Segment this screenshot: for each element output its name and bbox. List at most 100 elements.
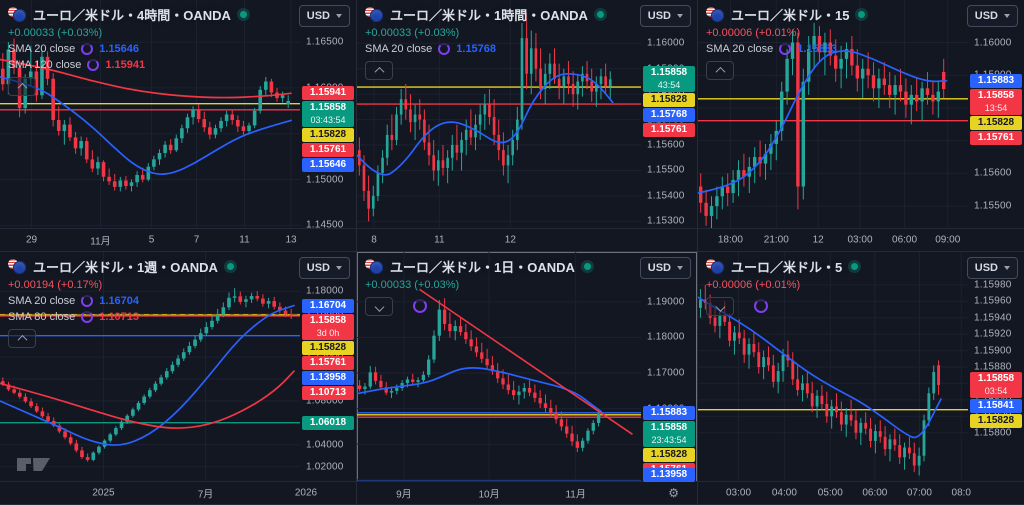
candlestick-chart-eurusd-15[interactable] bbox=[698, 0, 968, 229]
caret-down-icon bbox=[677, 266, 683, 270]
symbol-title[interactable]: ユーロ／米ドル・5 bbox=[731, 260, 843, 275]
price-tick: 1.16000 bbox=[974, 37, 1012, 49]
candle bbox=[752, 332, 756, 358]
sma-line[interactable] bbox=[357, 72, 614, 176]
candle bbox=[801, 68, 805, 200]
time-tick: 13 bbox=[285, 234, 297, 246]
eurusd-pair-icon bbox=[8, 259, 27, 274]
sma-line[interactable] bbox=[698, 50, 948, 194]
candle bbox=[517, 385, 521, 405]
time-tick: 12 bbox=[812, 234, 824, 246]
chevron-up-icon bbox=[17, 82, 27, 93]
candle bbox=[416, 377, 420, 388]
candle bbox=[839, 45, 843, 89]
candle bbox=[236, 115, 240, 132]
panel-header: ユーロ／米ドル・1週・OANDA +0.00194 (+0.17%) SMA 20 … bbox=[8, 257, 234, 348]
gear-icon[interactable]: ⚙ bbox=[668, 486, 679, 500]
price-label-value: 1.15858 bbox=[977, 89, 1015, 101]
candlestick-chart-eurusd-4h[interactable] bbox=[0, 0, 300, 229]
candle bbox=[927, 387, 931, 427]
candlestick-chart-eurusd-1w[interactable] bbox=[0, 252, 300, 482]
indicator-loading-icon bbox=[438, 43, 451, 55]
legend-collapse-button[interactable] bbox=[8, 329, 36, 348]
chevron-down-icon bbox=[715, 301, 725, 312]
currency-dropdown[interactable]: USD bbox=[639, 5, 691, 27]
symbol-title[interactable]: ユーロ／米ドル・1日・OANDA bbox=[390, 260, 575, 275]
price-scale[interactable]: 1.15980 1.15960 1.15940 1.15920 1.15900 1.158… bbox=[969, 252, 1024, 482]
candle bbox=[731, 170, 735, 203]
collapsed-legend-row bbox=[706, 295, 858, 316]
indicator-legend-row[interactable]: SMA 20 close 1.15646 bbox=[8, 43, 247, 55]
symbol-row: ユーロ／米ドル・1週・OANDA bbox=[8, 257, 234, 276]
trendline-drawing[interactable] bbox=[419, 288, 633, 435]
currency-dropdown[interactable]: USD bbox=[298, 257, 350, 279]
candlestick-chart-eurusd-1h[interactable] bbox=[357, 0, 641, 229]
candle bbox=[73, 131, 78, 154]
price-scale[interactable]: 1.160001.159001.158001.157001.156001.155… bbox=[969, 0, 1024, 229]
indicator-legend-row[interactable]: SMA 120 close 1.15941 bbox=[8, 59, 247, 71]
currency-dropdown[interactable]: USD bbox=[966, 5, 1018, 27]
candle bbox=[565, 418, 569, 438]
price-label-value: 1.15828 bbox=[977, 415, 1015, 427]
candle bbox=[878, 420, 882, 443]
price-tick: 1.15500 bbox=[647, 164, 685, 176]
indicator-loading-icon bbox=[81, 311, 94, 323]
indicator-legend-row[interactable]: SMA 20 close 1.15883 bbox=[706, 43, 865, 55]
candle bbox=[506, 374, 510, 395]
legend-collapse-button[interactable] bbox=[8, 77, 36, 96]
symbol-title[interactable]: ユーロ／米ドル・15 bbox=[731, 8, 850, 23]
indicator-legend-row[interactable]: SMA 20 close 1.16704 bbox=[8, 295, 234, 307]
sma-line[interactable] bbox=[0, 58, 292, 99]
indicator-legend-row[interactable]: SMA 80 close 1.10713 bbox=[8, 311, 234, 323]
candle bbox=[548, 53, 552, 90]
candle bbox=[586, 428, 590, 444]
market-open-dot bbox=[583, 263, 591, 270]
candle bbox=[23, 393, 28, 404]
candle bbox=[817, 26, 822, 63]
currency-dropdown[interactable]: USD bbox=[639, 257, 691, 279]
symbol-title[interactable]: ユーロ／米ドル・1時間・OANDA bbox=[390, 8, 588, 23]
time-axis[interactable]: 18:00 21:00 12 03:00 06:00 09:00 bbox=[698, 228, 1024, 251]
price-scale[interactable]: 1.165001.160001.155001.150001.145001.159… bbox=[301, 0, 356, 231]
price-scale[interactable]: 1.190001.180001.170001.160001.150001.140… bbox=[642, 252, 697, 485]
market-open-dot bbox=[851, 263, 859, 270]
chevron-down-icon bbox=[374, 301, 384, 312]
candle bbox=[483, 94, 487, 130]
symbol-title[interactable]: ユーロ／米ドル・1週・OANDA bbox=[33, 260, 218, 275]
candlestick-chart-eurusd-1d[interactable] bbox=[357, 252, 641, 482]
candle bbox=[62, 119, 67, 145]
candle bbox=[376, 165, 380, 202]
sma-line[interactable] bbox=[357, 367, 603, 413]
sma-line[interactable] bbox=[0, 304, 295, 446]
collapsed-legend-row bbox=[365, 295, 591, 316]
currency-dropdown[interactable]: USD bbox=[298, 5, 350, 27]
indicator-value: 1.15941 bbox=[105, 59, 146, 71]
price-scale[interactable]: 1.160001.159001.158001.157001.156001.155… bbox=[642, 0, 697, 229]
legend-collapse-button[interactable] bbox=[706, 61, 734, 80]
candle bbox=[1, 53, 5, 91]
sma-line[interactable] bbox=[0, 370, 295, 429]
time-axis[interactable]: 2025 7月 2026 bbox=[0, 481, 356, 504]
candle bbox=[421, 371, 426, 384]
candle bbox=[34, 403, 39, 413]
symbol-title[interactable]: ユーロ／米ドル・4時間・OANDA bbox=[33, 8, 231, 23]
currency-dropdown[interactable]: USD bbox=[966, 257, 1018, 279]
legend-collapse-button[interactable] bbox=[706, 297, 734, 316]
legend-collapse-button[interactable] bbox=[365, 297, 393, 316]
sma-line[interactable] bbox=[0, 76, 292, 176]
price-scale[interactable]: 1.180001.160001.140001.120001.100001.080… bbox=[301, 252, 356, 482]
time-axis[interactable]: 9月 10月 11月 ⚙ bbox=[357, 481, 697, 504]
legend-collapse-button[interactable] bbox=[365, 61, 393, 80]
price-label: 1.15761 bbox=[302, 355, 354, 370]
candle bbox=[108, 432, 113, 443]
sma-line[interactable] bbox=[698, 296, 942, 439]
time-axis[interactable]: 29 11月 5 7 11 13 bbox=[0, 228, 356, 251]
time-axis[interactable]: 8 11 12 bbox=[357, 228, 697, 251]
candle bbox=[367, 175, 370, 222]
price-tick: 1.04000 bbox=[306, 439, 344, 451]
time-axis[interactable]: 03:00 04:00 05:00 06:00 07:00 08:0 bbox=[698, 481, 1024, 504]
candle bbox=[828, 29, 832, 66]
candlestick-chart-eurusd-5[interactable] bbox=[698, 252, 968, 482]
indicator-legend-row[interactable]: SMA 20 close 1.15768 bbox=[365, 43, 604, 55]
candle bbox=[453, 320, 457, 341]
